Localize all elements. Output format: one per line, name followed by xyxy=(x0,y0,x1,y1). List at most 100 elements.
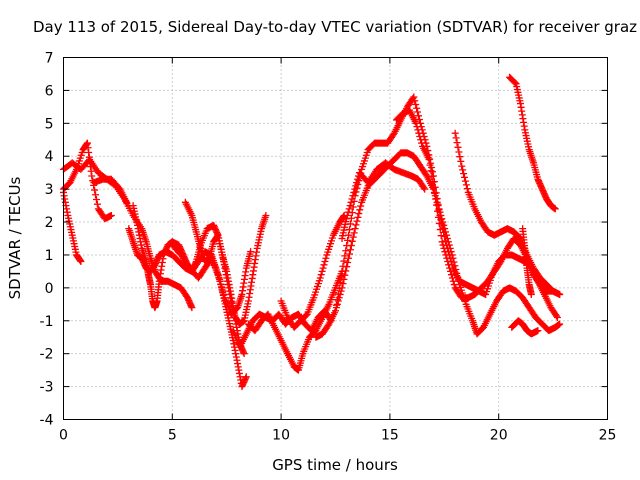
data-point xyxy=(342,215,350,223)
data-point xyxy=(445,261,453,269)
data-point xyxy=(435,206,443,214)
series-arc-10 xyxy=(244,267,346,374)
x-tick-label: 10 xyxy=(272,428,290,444)
data-point xyxy=(447,271,455,279)
data-point xyxy=(418,139,426,147)
data-point xyxy=(343,242,351,250)
data-point xyxy=(341,252,349,260)
series-arc-11 xyxy=(277,211,348,331)
series-arc-8 xyxy=(168,241,255,318)
y-tick-label: 5 xyxy=(45,116,54,132)
data-point xyxy=(345,254,353,262)
data-point xyxy=(457,157,465,165)
data-point xyxy=(188,304,196,312)
data-point xyxy=(345,205,353,213)
data-point xyxy=(107,211,115,219)
data-point xyxy=(332,301,340,309)
x-tick-label: 15 xyxy=(381,428,399,444)
data-point xyxy=(333,296,341,304)
y-tick-label: 7 xyxy=(45,51,54,67)
data-point xyxy=(413,104,421,112)
data-point xyxy=(459,166,467,174)
data-point xyxy=(344,258,352,266)
data-point xyxy=(320,261,328,269)
data-point xyxy=(452,134,460,142)
data-point xyxy=(346,246,354,254)
data-point xyxy=(92,191,100,199)
data-point xyxy=(456,153,464,161)
data-point xyxy=(432,195,440,203)
data-point xyxy=(340,257,348,265)
data-point xyxy=(534,327,542,335)
data-point xyxy=(434,200,442,208)
data-point xyxy=(341,271,349,279)
data-markers xyxy=(60,73,564,391)
data-point xyxy=(428,172,436,180)
data-point xyxy=(414,112,422,120)
data-point xyxy=(439,241,447,249)
data-point xyxy=(345,250,353,258)
data-point xyxy=(414,126,422,134)
data-point xyxy=(448,274,456,282)
data-point xyxy=(454,143,462,151)
data-point xyxy=(435,219,443,227)
data-point xyxy=(437,232,445,240)
data-point xyxy=(334,290,342,298)
data-point xyxy=(553,312,561,320)
data-point xyxy=(444,258,452,266)
data-point xyxy=(556,320,564,328)
data-point xyxy=(352,221,360,229)
data-point xyxy=(216,277,224,285)
data-point xyxy=(461,173,469,181)
data-point xyxy=(318,267,326,275)
y-axis-label: SDTVAR / TECUs xyxy=(6,176,24,299)
y-tick-label: 4 xyxy=(45,149,54,165)
data-point xyxy=(317,271,325,279)
data-point xyxy=(414,108,422,116)
data-point xyxy=(88,172,96,180)
series-arc-7 xyxy=(181,198,270,328)
x-tick-label: 20 xyxy=(490,428,508,444)
data-point xyxy=(338,267,346,275)
data-point xyxy=(220,290,228,298)
y-tick-label: 3 xyxy=(45,182,54,198)
data-point xyxy=(344,208,352,216)
data-point xyxy=(354,175,362,183)
data-point xyxy=(348,237,356,245)
data-point xyxy=(332,307,339,315)
data-point xyxy=(455,148,463,156)
series-arc-12 xyxy=(312,149,564,341)
data-point xyxy=(449,277,457,285)
y-tick-label: 6 xyxy=(45,83,54,99)
data-point xyxy=(413,123,421,131)
data-point xyxy=(427,167,435,175)
data-point xyxy=(462,181,470,189)
data-point xyxy=(242,373,250,381)
data-point xyxy=(349,233,357,241)
data-point xyxy=(551,205,559,213)
data-point xyxy=(436,226,444,234)
data-point xyxy=(316,274,324,282)
y-tick-label: -3 xyxy=(40,380,54,396)
data-point xyxy=(215,274,223,282)
data-point xyxy=(446,264,454,272)
data-point xyxy=(342,247,350,255)
series-arc-16 xyxy=(451,129,564,298)
data-point xyxy=(460,170,468,178)
data-point xyxy=(353,179,361,187)
data-point xyxy=(458,162,466,170)
data-point xyxy=(123,198,131,206)
data-point xyxy=(451,129,459,137)
x-tick-label: 25 xyxy=(599,428,617,444)
data-point xyxy=(450,281,458,289)
data-point xyxy=(430,184,438,192)
data-point xyxy=(353,217,361,225)
x-tick-label: 0 xyxy=(59,428,68,444)
data-point xyxy=(349,203,357,211)
data-point xyxy=(441,248,449,256)
data-point xyxy=(349,192,357,200)
data-point xyxy=(412,101,420,109)
data-point xyxy=(412,119,420,127)
data-point xyxy=(350,188,358,196)
